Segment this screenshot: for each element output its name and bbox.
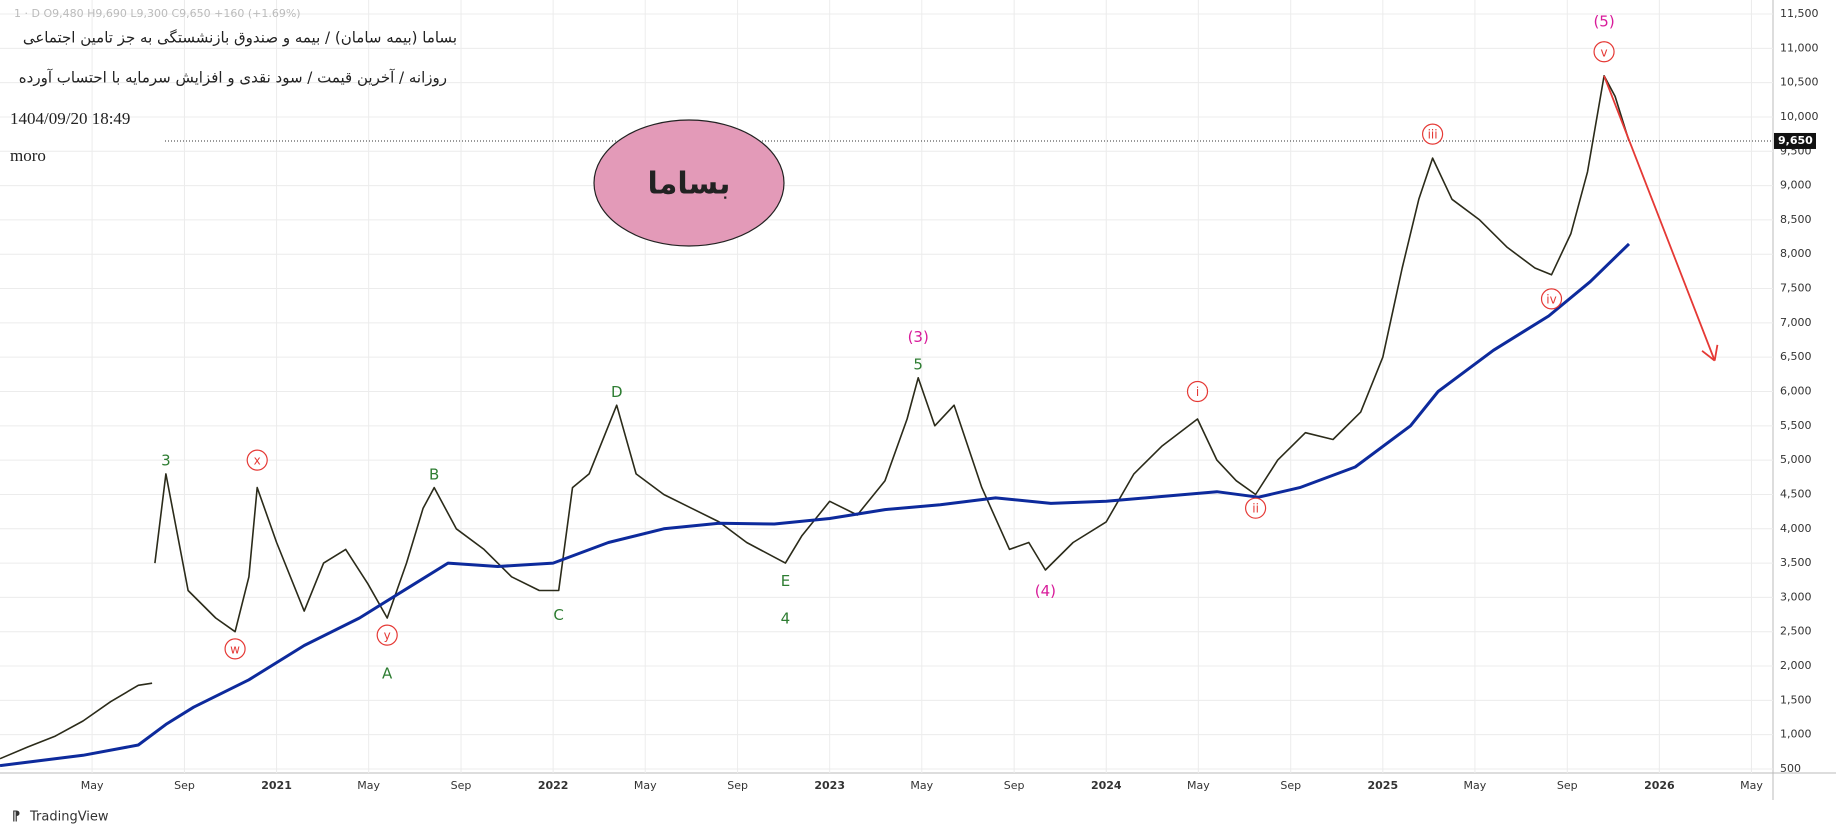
wave-label: B <box>429 465 439 483</box>
wave-circle <box>1421 123 1444 145</box>
ohlc-legend: 1 · D O9,480 H9,690 L9,300 C9,650 +160 (… <box>14 7 301 20</box>
last-price-box <box>1774 132 1816 149</box>
y-tick-label: 6,000 <box>1780 385 1812 398</box>
wave-circle <box>224 638 246 660</box>
y-tick-label: 5,000 <box>1780 453 1812 466</box>
wave-label: 4 <box>781 610 791 628</box>
arrow-head <box>1713 344 1719 361</box>
badge-text: بساما <box>648 167 731 202</box>
author: moro <box>10 146 46 165</box>
wave-circle <box>1244 497 1267 519</box>
grid <box>0 0 1773 773</box>
y-tick-label: 7,000 <box>1780 316 1812 329</box>
price-line <box>0 75 1630 760</box>
x-tick-label: 2021 <box>261 779 292 792</box>
x-tick-label: May <box>1740 779 1763 792</box>
x-tick-label: 2022 <box>538 779 569 792</box>
x-tick-label: Sep <box>451 779 472 792</box>
wave-label: i <box>1196 385 1199 399</box>
y-tick-label: 3,000 <box>1780 590 1812 603</box>
wave-label: C <box>553 606 563 624</box>
y-tick-label: 8,500 <box>1780 213 1812 226</box>
y-tick-label: 11,000 <box>1780 41 1819 54</box>
y-tick-label: 4,500 <box>1780 487 1812 500</box>
wave-label: v <box>1601 45 1608 59</box>
x-tick-label: 2025 <box>1368 779 1399 792</box>
x-tick-label: Sep <box>1004 779 1025 792</box>
footer-logo: ⁋ <box>12 810 20 825</box>
y-tick-label: 2,500 <box>1780 625 1812 638</box>
y-tick-label: 7,500 <box>1780 282 1812 295</box>
chart-subtitle: روزانه / آخرین قیمت / سود نقدی و افزایش … <box>19 69 447 87</box>
wave-label: w <box>230 642 240 656</box>
wave-circle <box>246 449 268 471</box>
wave-label: iii <box>1428 128 1438 142</box>
y-tick-label: 5,500 <box>1780 419 1812 432</box>
y-tick-label: 1,000 <box>1780 728 1812 741</box>
wave-circle <box>376 624 398 646</box>
y-tick-label: 1,500 <box>1780 693 1812 706</box>
y-tick-label: 4,000 <box>1780 522 1812 535</box>
x-tick-label: Sep <box>174 779 195 792</box>
x-tick-label: Sep <box>727 779 748 792</box>
wave-label: iv <box>1546 292 1556 306</box>
badge-ellipse <box>593 119 785 247</box>
wave-label: 5 <box>913 356 923 374</box>
arrow-line <box>1603 75 1716 361</box>
x-tick-label: Sep <box>1280 779 1301 792</box>
timestamp: 1404/09/20 18:49 <box>10 109 130 128</box>
wave-circle <box>1186 380 1209 403</box>
y-tick-label: 10,000 <box>1780 110 1819 123</box>
x-tick-label: May <box>1464 779 1487 792</box>
wave-label: A <box>382 664 393 682</box>
wave-label: (3) <box>908 328 929 346</box>
x-tick-label: May <box>81 779 104 792</box>
wave-label: D <box>611 383 623 401</box>
wave-label: (4) <box>1035 582 1056 600</box>
wave-circle <box>1540 288 1563 310</box>
y-tick-label: 11,500 <box>1780 7 1819 20</box>
x-tick-label: May <box>634 779 657 792</box>
arrow-head <box>1701 350 1716 362</box>
chart-title: بساما (بیمه سامان) / بیمه و صندوق بازنشس… <box>23 29 457 47</box>
x-tick-label: Sep <box>1557 779 1578 792</box>
x-tick-label: 2024 <box>1091 779 1122 792</box>
y-tick-label: 500 <box>1780 762 1801 775</box>
x-tick-label: 2026 <box>1644 779 1675 792</box>
y-tick-label: 8,000 <box>1780 247 1812 260</box>
wave-label: y <box>384 629 391 643</box>
y-tick-label: 2,000 <box>1780 659 1812 672</box>
x-tick-label: May <box>1187 779 1210 792</box>
wave-label: ii <box>1252 502 1259 516</box>
x-tick-label: May <box>357 779 380 792</box>
y-tick-label: 9,000 <box>1780 179 1812 192</box>
wave-label: (5) <box>1593 12 1614 30</box>
y-tick-label: 6,500 <box>1780 350 1812 363</box>
x-tick-label: May <box>910 779 933 792</box>
wave-label: 3 <box>161 452 171 470</box>
wave-label: E <box>781 572 790 590</box>
wave-label: x <box>254 454 261 468</box>
footer: TradingView <box>29 810 109 825</box>
x-tick-label: 2023 <box>814 779 845 792</box>
y-tick-label: 3,500 <box>1780 556 1812 569</box>
price-line <box>0 242 1631 768</box>
wave-circle <box>1593 41 1615 63</box>
y-tick-label: 10,500 <box>1780 76 1819 89</box>
last-price-label: 9,650 <box>1778 134 1813 147</box>
